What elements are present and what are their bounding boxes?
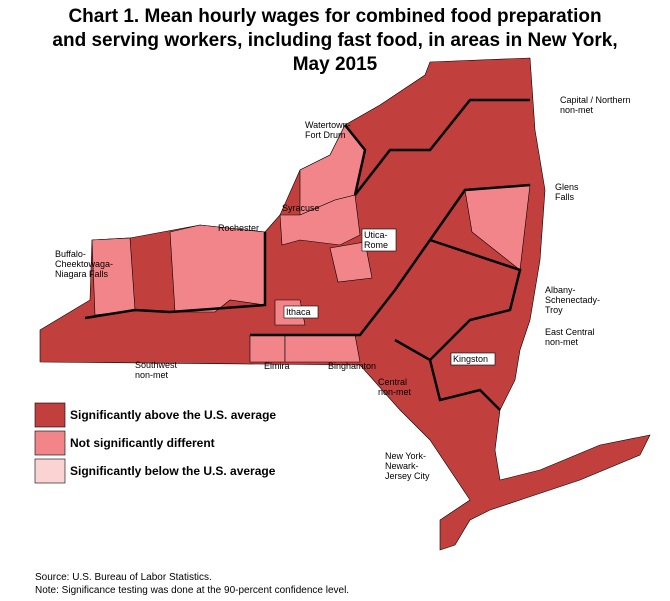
area-border	[428, 359, 501, 411]
area-label: Binghamton	[328, 361, 376, 371]
area-label: New York-	[385, 451, 426, 461]
source: Source: U.S. Bureau of Labor Statistics.	[35, 572, 212, 583]
area-label: Buffalo-	[55, 249, 86, 259]
state-map	[39, 57, 651, 551]
area-utica	[329, 241, 373, 283]
area-label: Utica-	[364, 230, 388, 240]
area-rochester	[169, 224, 266, 313]
area-border	[344, 98, 530, 196]
state-area	[39, 57, 651, 551]
area-label: Niagara Falls	[55, 269, 109, 279]
title-line: May 2015	[293, 54, 378, 75]
area-label: Fort Drum	[305, 130, 346, 140]
area-binghamton	[284, 334, 361, 363]
area-syracuse	[279, 194, 361, 246]
area-label: East Central	[545, 327, 595, 337]
area-label: non-met	[378, 387, 412, 397]
area-label: Elmira	[264, 361, 290, 371]
title-line: Chart 1. Mean hourly wages for combined …	[68, 6, 601, 27]
legend-label: Not significantly different	[70, 436, 215, 450]
area-label: Albany-	[545, 285, 576, 295]
area-label: Jersey City	[385, 471, 430, 481]
legend-swatch	[34, 458, 66, 484]
area-label: Rome	[364, 240, 388, 250]
area-label: Newark-	[385, 461, 419, 471]
legend-swatch	[34, 430, 66, 456]
label-box	[283, 305, 319, 319]
area-label: Central	[378, 377, 407, 387]
area-label: Glens	[555, 182, 579, 192]
legend-swatch	[34, 402, 66, 428]
area-label: non-met	[560, 105, 594, 115]
area-label: Cheektowaga-	[55, 259, 113, 269]
area-label: Southwest	[135, 360, 178, 370]
area-label: Falls	[555, 192, 575, 202]
area-elmira	[249, 334, 286, 363]
area-label: Schenectady-	[545, 295, 600, 305]
area-label: Rochester	[218, 223, 259, 233]
area-label: Capital / Northern	[560, 95, 631, 105]
area-label: Ithaca	[286, 307, 311, 317]
area-label: Kingston	[453, 354, 488, 364]
area-label: Syracuse	[282, 203, 320, 213]
label-box	[450, 352, 496, 366]
legend-label: Significantly above the U.S. average	[70, 408, 276, 422]
area-border	[250, 183, 531, 337]
area-label: non-met	[545, 337, 579, 347]
area-border	[84, 232, 267, 320]
area-label: Troy	[545, 305, 563, 315]
area-label: non-met	[135, 370, 169, 380]
area-border	[394, 238, 522, 362]
legend: Significantly above the U.S. average Not…	[34, 402, 276, 484]
legend-label: Significantly below the U.S. average	[70, 464, 276, 478]
area-label: Watertown-	[305, 120, 351, 130]
note: Note: Significance testing was done at t…	[35, 585, 349, 596]
label-box	[361, 228, 397, 252]
title-line: and serving workers, including fast food…	[52, 30, 617, 51]
